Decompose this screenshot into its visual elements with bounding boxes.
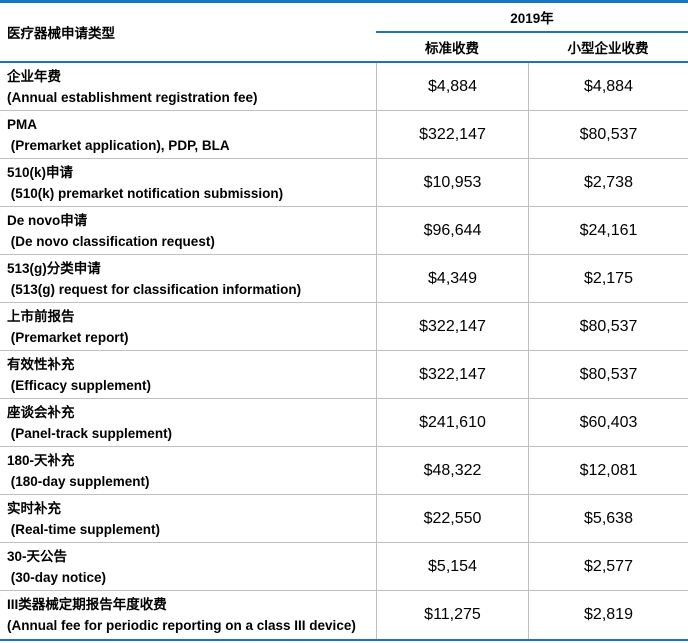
fee-small-business: $12,081 (528, 447, 688, 494)
fee-small-business: $80,537 (528, 111, 688, 158)
fee-standard: $4,349 (376, 255, 528, 302)
fee-small-business: $24,161 (528, 207, 688, 254)
row-label: De novo申请 (De novo classification reques… (0, 207, 376, 254)
table-row: 180-天补充 (180-day supplement) $48,322 $12… (0, 447, 688, 495)
header-year-group: 2019年 标准收费 小型企业收费 (376, 3, 688, 61)
row-label-zh: 有效性补充 (7, 357, 75, 372)
fee-standard: $22,550 (376, 495, 528, 542)
column-header-application-type: 医疗器械申请类型 (7, 26, 115, 41)
row-label-zh: 座谈会补充 (7, 405, 75, 420)
table-row: 实时补充 (Real-time supplement) $22,550 $5,6… (0, 495, 688, 543)
row-label-en: (Premarket application), PDP, BLA (7, 138, 230, 153)
table-row: PMA (Premarket application), PDP, BLA $3… (0, 111, 688, 159)
table-row: III类器械定期报告年度收费 (Annual fee for periodic … (0, 591, 688, 639)
row-label-en: (Annual establishment registration fee) (7, 90, 258, 105)
row-label: PMA (Premarket application), PDP, BLA (0, 111, 376, 158)
fee-small-business: $2,819 (528, 591, 688, 639)
fee-standard: $5,154 (376, 543, 528, 590)
row-label-en: (513(g) request for classification infor… (7, 282, 302, 297)
row-label-zh: 513(g)分类申请 (7, 261, 101, 276)
fee-standard: $322,147 (376, 351, 528, 398)
row-label-en: (Efficacy supplement) (7, 378, 152, 393)
row-label: 企业年费 (Annual establishment registration … (0, 63, 376, 110)
row-label-zh: 企业年费 (7, 69, 61, 84)
fee-standard: $96,644 (376, 207, 528, 254)
row-label-en: (510(k) premarket notification submissio… (7, 186, 284, 201)
table-row: 企业年费 (Annual establishment registration … (0, 63, 688, 111)
row-label-en: (Premarket report) (7, 330, 129, 345)
row-label-en: (De novo classification request) (7, 234, 215, 249)
row-label-zh: 510(k)申请 (7, 165, 74, 180)
row-label: 上市前报告 (Premarket report) (0, 303, 376, 350)
column-header-standard-fee: 标准收费 (425, 41, 479, 56)
fee-standard: $11,275 (376, 591, 528, 639)
row-label-en: (Panel-track supplement) (7, 426, 173, 441)
column-header-small-business-fee: 小型企业收费 (567, 41, 649, 56)
fee-standard: $48,322 (376, 447, 528, 494)
table-row: 30-天公告 (30-day notice) $5,154 $2,577 (0, 543, 688, 591)
row-label-en: (Annual fee for periodic reporting on a … (7, 618, 356, 633)
fee-standard: $322,147 (376, 111, 528, 158)
fee-small-business: $2,175 (528, 255, 688, 302)
table-header: 医疗器械申请类型 2019年 标准收费 小型企业收费 (0, 3, 688, 63)
row-label-zh: PMA (7, 117, 37, 132)
row-label-en: (Real-time supplement) (7, 522, 161, 537)
fee-small-business: $80,537 (528, 351, 688, 398)
row-label: 510(k)申请 (510(k) premarket notification … (0, 159, 376, 206)
fee-small-business: $80,537 (528, 303, 688, 350)
row-label-zh: De novo申请 (7, 213, 88, 228)
row-label-zh: 实时补充 (7, 501, 61, 516)
fee-small-business: $5,638 (528, 495, 688, 542)
row-label-en: (180-day supplement) (7, 474, 150, 489)
fee-standard: $322,147 (376, 303, 528, 350)
fee-standard: $10,953 (376, 159, 528, 206)
fee-small-business: $2,577 (528, 543, 688, 590)
row-label: 有效性补充 (Efficacy supplement) (0, 351, 376, 398)
fee-standard: $4,884 (376, 63, 528, 110)
row-label-zh: 30-天公告 (7, 549, 68, 564)
table-row: 上市前报告 (Premarket report) $322,147 $80,53… (0, 303, 688, 351)
row-label-en: (30-day notice) (7, 570, 107, 585)
table-row: 513(g)分类申请 (513(g) request for classific… (0, 255, 688, 303)
fee-standard: $241,610 (376, 399, 528, 446)
row-label: 30-天公告 (30-day notice) (0, 543, 376, 590)
fee-small-business: $2,738 (528, 159, 688, 206)
table-row: 有效性补充 (Efficacy supplement) $322,147 $80… (0, 351, 688, 399)
row-label: III类器械定期报告年度收费 (Annual fee for periodic … (0, 591, 376, 639)
row-label-zh: 上市前报告 (7, 309, 75, 324)
subheader-row: 标准收费 小型企业收费 (376, 33, 688, 61)
row-label: 实时补充 (Real-time supplement) (0, 495, 376, 542)
row-label-zh: 180-天补充 (7, 453, 75, 468)
table-row: 座谈会补充 (Panel-track supplement) $241,610 … (0, 399, 688, 447)
table-row: De novo申请 (De novo classification reques… (0, 207, 688, 255)
fee-small-business: $60,403 (528, 399, 688, 446)
row-label: 180-天补充 (180-day supplement) (0, 447, 376, 494)
row-label: 座谈会补充 (Panel-track supplement) (0, 399, 376, 446)
table-row: 510(k)申请 (510(k) premarket notification … (0, 159, 688, 207)
row-label-zh: III类器械定期报告年度收费 (7, 597, 167, 612)
row-label: 513(g)分类申请 (513(g) request for classific… (0, 255, 376, 302)
column-header-year: 2019年 (376, 3, 688, 33)
fee-small-business: $4,884 (528, 63, 688, 110)
